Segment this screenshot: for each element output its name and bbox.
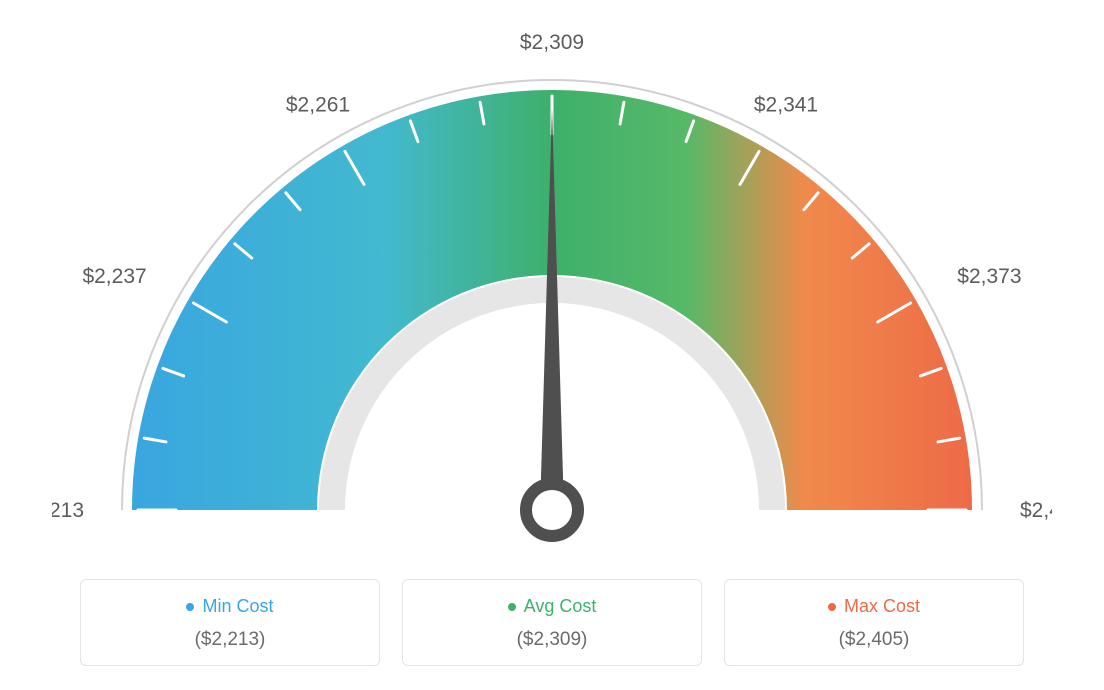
legend-text-max: Max Cost [844, 596, 920, 617]
legend-card-min: Min Cost ($2,213) [80, 579, 380, 666]
legend-label-avg: Avg Cost [508, 596, 597, 617]
legend-label-max: Max Cost [828, 596, 920, 617]
svg-text:$2,341: $2,341 [754, 94, 818, 117]
legend-dot-avg [508, 603, 516, 611]
svg-text:$2,405: $2,405 [1020, 499, 1052, 522]
legend-dot-min [186, 603, 194, 611]
legend-card-max: Max Cost ($2,405) [724, 579, 1024, 666]
gauge-svg: $2,213 $2,237 $2,261 $2,309 $2,341 $2,373 $2,4… [52, 20, 1052, 560]
legend-card-avg: Avg Cost ($2,309) [402, 579, 702, 666]
legend-value-min: ($2,213) [81, 629, 379, 651]
gauge-chart: $2,213 $2,237 $2,261 $2,309 $2,341 $2,373 $2,4… [52, 20, 1052, 560]
legend-label-min: Min Cost [186, 596, 273, 617]
legend-value-max: ($2,405) [725, 629, 1023, 651]
legend-row: Min Cost ($2,213) Avg Cost ($2,309) Max … [80, 579, 1024, 666]
svg-text:$2,213: $2,213 [52, 499, 84, 522]
legend-value-avg: ($2,309) [403, 629, 701, 651]
svg-text:$2,261: $2,261 [286, 94, 350, 117]
legend-text-min: Min Cost [202, 596, 273, 617]
svg-text:$2,309: $2,309 [520, 31, 584, 54]
legend-text-avg: Avg Cost [524, 596, 597, 617]
svg-text:$2,373: $2,373 [957, 265, 1021, 288]
legend-dot-max [828, 603, 836, 611]
svg-text:$2,237: $2,237 [82, 265, 146, 288]
cost-gauge-widget: $2,213 $2,237 $2,261 $2,309 $2,341 $2,373 $2,4… [0, 0, 1104, 690]
